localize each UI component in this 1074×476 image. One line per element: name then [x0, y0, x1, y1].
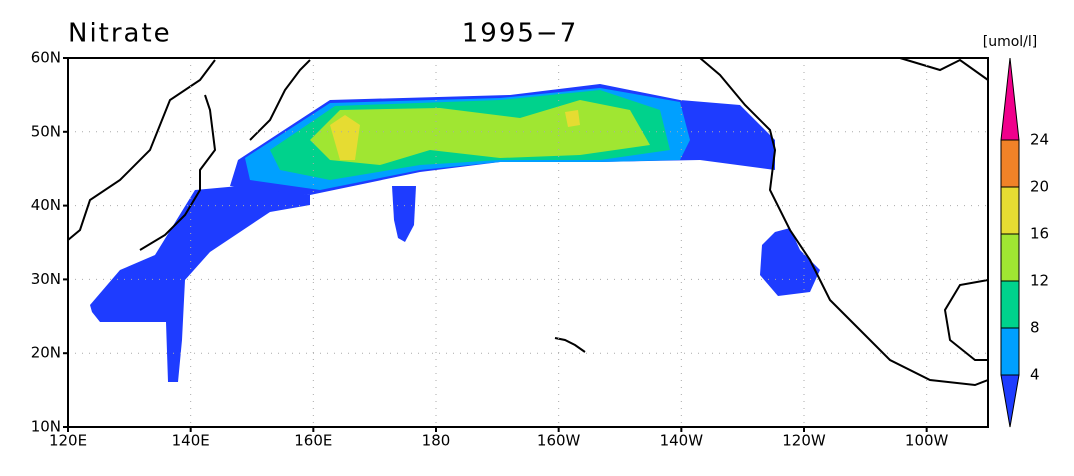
- title: Nitrate: [68, 19, 172, 49]
- lat-tick-label: 30N: [31, 270, 61, 288]
- unit: [umol/l]: [983, 34, 1038, 50]
- coastline: [139, 94, 217, 251]
- coastlines: [67, 57, 989, 387]
- colorbar-label: 12: [1030, 272, 1049, 290]
- colorbar-segment: [1000, 327, 1020, 376]
- colorbar-segment: [1000, 139, 1020, 188]
- colorbar-segment: [1000, 57, 1020, 141]
- lon-tick-label: 100W: [905, 432, 949, 450]
- coastline: [699, 57, 989, 387]
- plot-frame: [67, 57, 989, 428]
- colorbar-segment: [1000, 186, 1020, 235]
- lon-tick-label: 120W: [782, 432, 826, 450]
- coastline: [67, 59, 216, 241]
- lat-tick-label: 20N: [31, 344, 61, 362]
- field-area: [330, 115, 360, 160]
- lat-tick-label: 10N: [31, 418, 61, 436]
- colorbar-segment: [1000, 233, 1020, 282]
- coastline: [554, 337, 586, 353]
- field-area: [310, 100, 650, 165]
- colorbar-segment: [1000, 280, 1020, 329]
- coastline: [899, 57, 989, 81]
- lon-tick-label: 160W: [537, 432, 581, 450]
- colorbar-segment: [1000, 374, 1020, 428]
- colorbar-label: 20: [1030, 178, 1049, 196]
- colorbar-label: 24: [1030, 131, 1049, 149]
- lon-tick-label: 120E: [49, 432, 87, 450]
- lat-tick-label: 60N: [31, 49, 61, 67]
- coastline: [249, 59, 311, 141]
- nitrate-field: [90, 84, 820, 382]
- lon-tick-label: 140E: [172, 432, 210, 450]
- lon-tick-label: 180: [422, 432, 451, 450]
- date: 1995−7: [462, 19, 579, 49]
- colorbar-label: 4: [1030, 366, 1040, 384]
- field-area: [392, 186, 416, 242]
- lon-tick-label: 160E: [294, 432, 332, 450]
- colorbar-label: 8: [1030, 319, 1040, 337]
- lon-tick-label: 140W: [660, 432, 704, 450]
- field-area: [565, 110, 580, 127]
- coastline: [943, 279, 989, 361]
- lat-tick-label: 50N: [31, 122, 61, 140]
- lat-tick-label: 40N: [31, 196, 61, 214]
- field-area: [90, 185, 310, 382]
- colorbar-label: 16: [1030, 225, 1049, 243]
- colorbar: 4 8 12 16 20 24: [1000, 57, 1049, 428]
